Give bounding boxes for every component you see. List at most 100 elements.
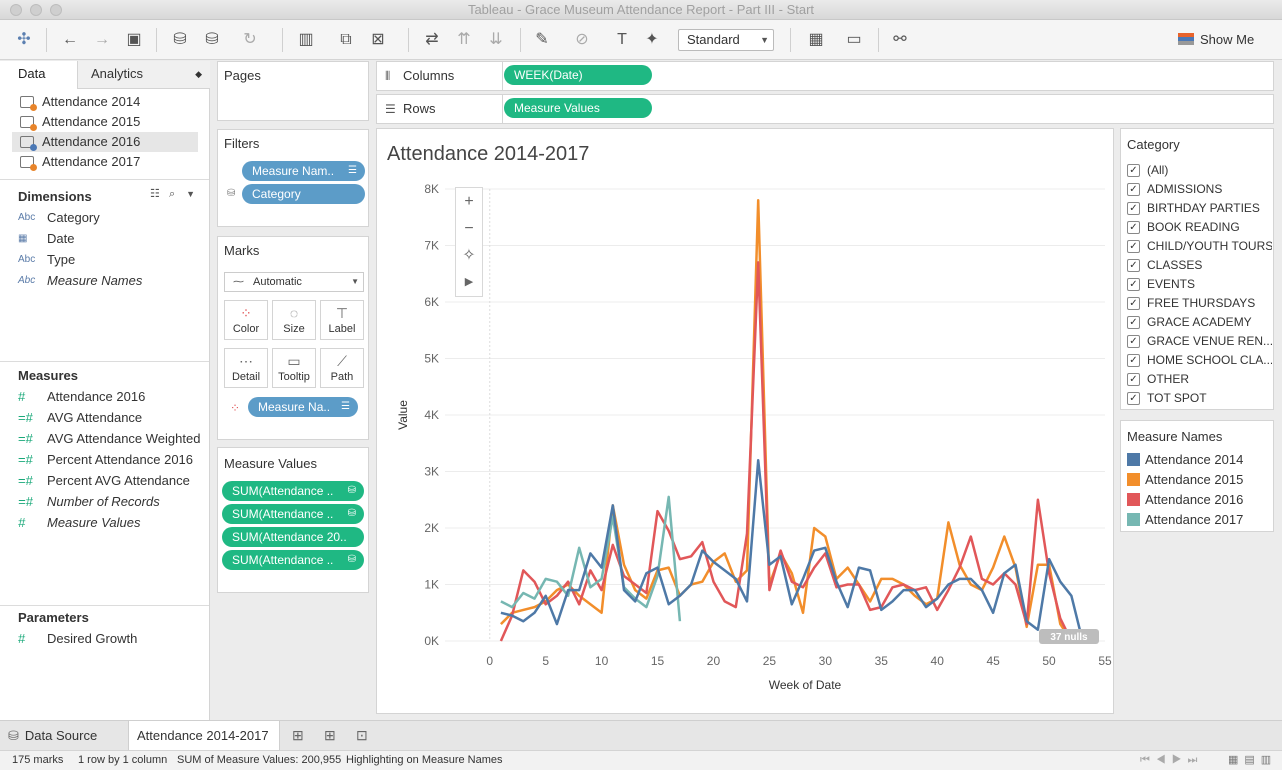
checkbox-checked-icon[interactable]: ✓ xyxy=(1127,354,1140,367)
group-members-icon[interactable]: ⊘ xyxy=(575,31,589,48)
checkbox-checked-icon[interactable]: ✓ xyxy=(1127,221,1140,234)
rows-shelf[interactable]: ☰ Rows Measure Values xyxy=(376,94,1274,124)
category-filter-item[interactable]: ✓ GRACE VENUE REN... xyxy=(1127,332,1272,351)
category-filter-item[interactable]: ✓ FREE THURSDAYS xyxy=(1127,294,1272,313)
category-filter-item[interactable]: ✓ BIRTHDAY PARTIES xyxy=(1127,199,1272,218)
category-filter-item[interactable]: ✓ BOOK READING xyxy=(1127,218,1272,237)
view-mode-icon[interactable]: ▦▤▥ xyxy=(1228,754,1278,766)
tooltip-button[interactable]: ▭ Tooltip xyxy=(272,348,316,388)
undo-icon[interactable]: ← xyxy=(62,31,78,48)
presentation-mode-icon[interactable]: ▭ xyxy=(846,31,862,48)
legend-item[interactable]: Attendance 2016 xyxy=(1127,490,1243,510)
show-cards-icon[interactable]: ▦ xyxy=(808,31,824,48)
datasource-item[interactable]: Attendance 2014 xyxy=(12,92,198,112)
zoom-out-icon[interactable]: − xyxy=(464,220,474,237)
checkbox-checked-icon[interactable]: ✓ xyxy=(1127,164,1140,177)
filter-pill-measure-names[interactable]: Measure Nam.. ☰ xyxy=(242,161,365,181)
checkbox-checked-icon[interactable]: ✓ xyxy=(1127,259,1140,272)
new-worksheet-icon[interactable]: ▥ xyxy=(298,31,314,48)
color-button[interactable]: ⁘ Color xyxy=(224,300,268,340)
category-filter-item[interactable]: ✓ ADMISSIONS xyxy=(1127,180,1272,199)
legend-item[interactable]: Attendance 2017 xyxy=(1127,510,1243,530)
legend-item[interactable]: Attendance 2015 xyxy=(1127,470,1243,490)
size-button[interactable]: ◌ Size xyxy=(272,300,316,340)
category-filter-item[interactable]: ✓ EVENTS xyxy=(1127,275,1272,294)
zoom-in-icon[interactable]: + xyxy=(464,193,474,210)
zoom-window-button[interactable] xyxy=(50,4,62,16)
sheet-navigation-icon[interactable]: ⏮◀▶⏭ xyxy=(1140,754,1204,766)
new-dashboard-icon[interactable]: ⊞ xyxy=(324,727,336,743)
checkbox-checked-icon[interactable]: ✓ xyxy=(1127,373,1140,386)
clear-sheet-icon[interactable]: ⊠ xyxy=(371,31,385,48)
expand-icon[interactable]: ▶ xyxy=(464,276,474,288)
filter-pill-category[interactable]: Category xyxy=(242,184,365,204)
measure-value-pill[interactable]: SUM(Attendance 20.. xyxy=(222,527,364,547)
marks-pill-measure-names[interactable]: Measure Na.. ☰ xyxy=(248,397,358,417)
filters-card[interactable]: Filters Measure Nam.. ☰ ⛁ Category xyxy=(217,129,369,227)
checkbox-checked-icon[interactable]: ✓ xyxy=(1127,392,1140,405)
close-window-button[interactable] xyxy=(10,4,22,16)
duplicate-sheet-icon[interactable]: ⧉ xyxy=(340,31,352,48)
checkbox-checked-icon[interactable]: ✓ xyxy=(1127,297,1140,310)
legend-item[interactable]: Attendance 2014 xyxy=(1127,450,1243,470)
rows-pill-measure-values[interactable]: Measure Values xyxy=(504,98,652,118)
detail-button[interactable]: ⋯ Detail xyxy=(224,348,268,388)
pages-card[interactable]: Pages xyxy=(217,61,369,121)
view-list-icon[interactable]: ☷ xyxy=(150,188,160,200)
checkbox-checked-icon[interactable]: ✓ xyxy=(1127,202,1140,215)
tab-analytics[interactable]: Analytics ◆ xyxy=(78,61,210,89)
chevron-down-icon[interactable]: ▼ xyxy=(186,189,196,199)
datasource-item[interactable]: Attendance 2017 xyxy=(12,152,198,172)
category-filter-item[interactable]: ✓ CLASSES xyxy=(1127,256,1272,275)
category-filter-item[interactable]: ✓ (All) xyxy=(1127,161,1272,180)
dimension-field[interactable]: Abc Category xyxy=(18,208,100,228)
checkbox-checked-icon[interactable]: ✓ xyxy=(1127,335,1140,348)
tableau-logo-icon[interactable]: ✣ xyxy=(17,31,31,48)
measure-value-pill[interactable]: SUM(Attendance .. ⛁ xyxy=(222,504,364,524)
checkbox-checked-icon[interactable]: ✓ xyxy=(1127,278,1140,291)
datasource-item[interactable]: Attendance 2015 xyxy=(12,112,198,132)
checkbox-checked-icon[interactable]: ✓ xyxy=(1127,240,1140,253)
measure-value-pill[interactable]: SUM(Attendance .. ⛁ xyxy=(222,550,364,570)
new-story-icon[interactable]: ⊡ xyxy=(356,727,368,743)
columns-shelf[interactable]: ⦀ Columns WEEK(Date) xyxy=(376,61,1274,91)
dimension-field[interactable]: Abc Type xyxy=(18,250,75,270)
category-filter-item[interactable]: ✓ CHILD/YOUTH TOURS xyxy=(1127,237,1272,256)
new-datasource-icon[interactable]: ⛁ xyxy=(173,31,187,48)
measure-field[interactable]: # Measure Values xyxy=(18,513,140,533)
category-filter-item[interactable]: ✓ HOME SCHOOL CLA... xyxy=(1127,351,1272,370)
sort-ascending-icon[interactable]: ⇈ xyxy=(457,31,471,48)
line-chart[interactable]: 0K 1K 2K 3K 4K 5K 6K 7K 8K 0 5 10 15 20 25 30 35 40 45 50 55… xyxy=(377,129,1113,713)
checkbox-checked-icon[interactable]: ✓ xyxy=(1127,183,1140,196)
path-button[interactable]: ⟋ Path xyxy=(320,348,364,388)
marks-card[interactable]: Marks ⁓ Automatic ▼ ⁘ Color ◌ Size ⊤ Label … xyxy=(217,236,369,440)
datasource-item-selected[interactable]: Attendance 2016 xyxy=(12,132,198,152)
tab-data[interactable]: Data xyxy=(0,61,78,89)
measure-values-card[interactable]: Measure Values SUM(Attendance .. ⛁ SUM(At… xyxy=(217,447,369,593)
swap-rows-columns-icon[interactable]: ⇄ xyxy=(425,31,439,48)
highlight-icon[interactable]: ✎ xyxy=(535,31,549,48)
measure-field[interactable]: =# Number of Records xyxy=(18,492,160,512)
measure-field[interactable]: =# Percent AVG Attendance xyxy=(18,471,190,491)
tab-sheet-attendance[interactable]: Attendance 2014-2017 xyxy=(128,721,280,750)
label-button[interactable]: ⊤ Label xyxy=(320,300,364,340)
new-worksheet-icon[interactable]: ⊞ xyxy=(292,727,304,743)
show-me-button[interactable]: Show Me xyxy=(1178,29,1254,51)
category-filter-item[interactable]: ✓ TOT SPOT xyxy=(1127,389,1272,408)
minimize-window-button[interactable] xyxy=(30,4,42,16)
parameter-field[interactable]: # Desired Growth xyxy=(18,629,137,649)
measure-field[interactable]: =# AVG Attendance xyxy=(18,408,142,428)
refresh-icon[interactable]: ↻ xyxy=(243,31,257,48)
dimension-field[interactable]: Abc Measure Names xyxy=(18,271,142,291)
fit-select[interactable]: Standard ▼ xyxy=(678,29,774,51)
measure-field[interactable]: =# Percent Attendance 2016 xyxy=(18,450,193,470)
show-mark-labels-icon[interactable]: T xyxy=(617,31,627,48)
measure-field[interactable]: # Attendance 2016 xyxy=(18,387,145,407)
fix-axes-icon[interactable]: ✦ xyxy=(645,31,659,48)
redo-icon[interactable]: → xyxy=(94,31,110,48)
datasource-options-icon[interactable]: ⛁ xyxy=(205,31,219,48)
measure-field[interactable]: =# AVG Attendance Weighted xyxy=(18,429,200,449)
pin-icon[interactable]: ✧ xyxy=(462,247,476,264)
sort-descending-icon[interactable]: ⇊ xyxy=(489,31,503,48)
checkbox-checked-icon[interactable]: ✓ xyxy=(1127,316,1140,329)
